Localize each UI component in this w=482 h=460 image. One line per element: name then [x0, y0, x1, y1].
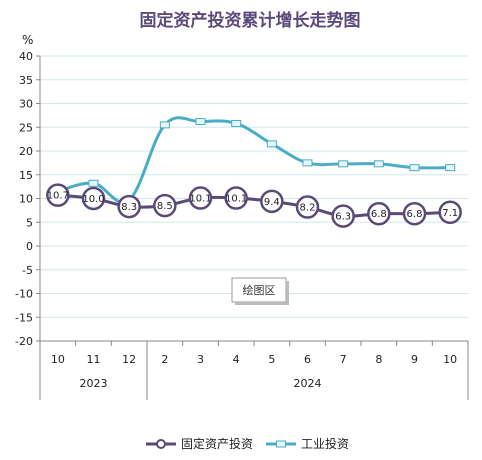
x-tick-label: 9	[411, 353, 418, 366]
data-point-marker	[195, 118, 206, 126]
x-axis: 10 11 12 2 3 4 5 6 7 8 9 10 2023 2024	[39, 340, 469, 400]
data-point-marker	[117, 194, 141, 219]
data-point-marker	[231, 119, 242, 127]
legend-marker	[156, 439, 166, 449]
data-point-marker	[445, 164, 456, 172]
x-tick-label: 8	[375, 353, 382, 366]
x-tick-label: 11	[87, 353, 101, 366]
data-point-marker	[367, 201, 391, 226]
data-point-marker	[402, 201, 427, 226]
y-axis-ticks: -20 -15 -10 -5 0 5 10 15 20 25 30 35 40	[15, 50, 41, 348]
y-tick-label: 40	[19, 50, 33, 63]
data-label: 8.5	[157, 201, 173, 212]
year-group-label: 2024	[294, 377, 322, 390]
x-tick-label: 6	[304, 353, 311, 366]
x-tick-label: 12	[122, 353, 136, 366]
data-point-marker	[188, 186, 213, 210]
y-tick-label: 0	[26, 240, 33, 253]
data-point-marker	[81, 186, 106, 211]
x-tick-label: 5	[268, 353, 275, 366]
x-tick-label: 4	[233, 353, 240, 366]
legend-item-industrial-investment: 工业投资	[266, 436, 349, 451]
data-label: 10.0	[82, 194, 104, 205]
y-tick-label: 20	[19, 145, 33, 158]
data-point-marker	[224, 186, 248, 210]
x-tick-label: 2	[161, 353, 168, 366]
data-label: 10.1	[189, 194, 211, 205]
data-label: 6.3	[335, 212, 351, 223]
series-industrial-investment	[52, 116, 456, 204]
legend-label: 固定资产投资	[181, 436, 253, 451]
x-tick-label: 10	[51, 353, 65, 366]
year-group-label: 2023	[80, 377, 108, 390]
y-tick-label: 10	[19, 193, 33, 206]
data-point-marker	[338, 160, 349, 168]
y-tick-label: -15	[15, 311, 33, 324]
y-tick-label: 5	[26, 216, 33, 229]
series-fixed-asset-investment: 10.7 10.0 8.3 8.5 10.1 10.1 9.4 8.2 6.3 6.8 6.8 7.1	[46, 183, 462, 228]
data-point-marker	[159, 121, 170, 129]
data-point-marker	[153, 193, 177, 218]
series-layer: 10.7 10.0 8.3 8.5 10.1 10.1 9.4 8.2 6.3 6.8 6.8 7.1	[46, 116, 462, 228]
data-point-marker	[331, 204, 355, 228]
data-point-marker	[46, 183, 70, 207]
data-label: 7.1	[442, 208, 458, 219]
chart-title: 固定资产投资累计增长走势图	[140, 10, 361, 31]
data-label: 6.8	[371, 209, 387, 220]
y-axis-unit: %	[22, 33, 33, 47]
data-point-marker	[88, 179, 99, 187]
y-tick-label: -5	[22, 264, 33, 277]
data-point-marker	[409, 164, 420, 172]
grid-lines	[40, 55, 468, 342]
legend-item-fixed-asset-investment: 固定资产投资	[146, 436, 253, 451]
data-point-marker	[373, 160, 384, 168]
data-point-marker	[266, 140, 277, 148]
data-label: 10.7	[47, 191, 69, 202]
y-tick-label: 30	[19, 98, 33, 111]
data-point-marker	[438, 200, 462, 225]
y-tick-label: -20	[15, 335, 33, 348]
y-tick-label: 25	[19, 121, 33, 134]
data-label: 8.3	[121, 202, 137, 213]
y-tick-label: 15	[19, 169, 33, 182]
data-label: 9.4	[264, 197, 280, 208]
plot-area-label: 绘图区	[243, 283, 276, 297]
y-tick-label: 35	[19, 74, 33, 87]
series-line	[57, 116, 451, 204]
data-label: 10.1	[225, 194, 247, 205]
x-tick-label: 10	[443, 353, 457, 366]
data-point-marker	[302, 159, 313, 167]
data-point-marker	[260, 189, 284, 214]
legend-marker	[276, 440, 286, 448]
legend-label: 工业投资	[301, 436, 349, 451]
data-label: 6.8	[407, 209, 423, 220]
data-point-marker	[295, 195, 320, 219]
legend: 固定资产投资 工业投资	[146, 436, 349, 451]
plot-area-tooltip: 绘图区	[231, 277, 289, 305]
data-label: 8.2	[300, 203, 316, 214]
y-tick-label: -10	[15, 288, 33, 301]
x-tick-label: 3	[197, 353, 204, 366]
x-tick-label: 7	[340, 353, 347, 366]
